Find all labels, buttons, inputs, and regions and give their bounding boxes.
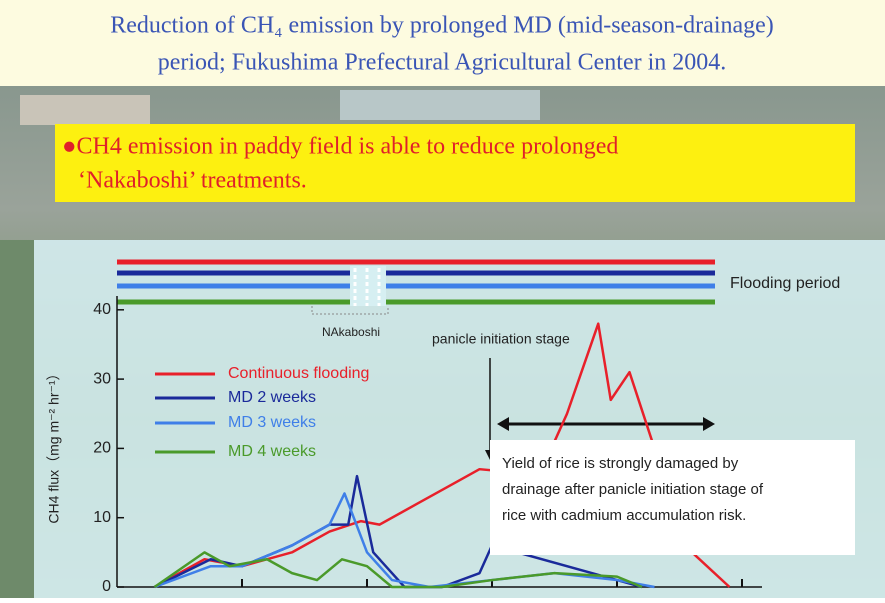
y-tick-label: 0 bbox=[102, 578, 111, 595]
note-text: Yield of rice is strongly damaged by bbox=[502, 455, 739, 472]
legend-label: Continuous flooding bbox=[228, 365, 369, 382]
bullet-text: ●CH4 emission in paddy field is able to … bbox=[62, 134, 618, 160]
greenhouse bbox=[340, 90, 540, 120]
y-axis-label: CH4 flux（mg m⁻² hr⁻¹） bbox=[46, 366, 62, 523]
y-tick-label: 10 bbox=[93, 509, 111, 526]
flooding-label: Flooding period bbox=[730, 275, 840, 292]
panicle-label: panicle initiation stage bbox=[432, 331, 570, 347]
legend-label: MD 2 weeks bbox=[228, 389, 316, 406]
note-text: rice with cadmium accumulation risk. bbox=[502, 507, 746, 524]
bullet-text: ‘Nakaboshi’ treatments. bbox=[78, 168, 307, 194]
y-tick-label: 30 bbox=[93, 370, 111, 387]
left-strip bbox=[0, 240, 34, 598]
title-line: period; Fukushima Prefectural Agricultur… bbox=[158, 50, 727, 76]
y-tick-label: 20 bbox=[93, 440, 111, 457]
nakaboshi-label: NAkaboshi bbox=[322, 325, 380, 339]
legend-label: MD 3 weeks bbox=[228, 414, 316, 431]
slide: Reduction of CH₄ emission by prolonged M… bbox=[0, 0, 885, 598]
house bbox=[20, 95, 150, 125]
title-line: Reduction of CH₄ emission by prolonged M… bbox=[110, 13, 774, 39]
y-tick-label: 40 bbox=[93, 301, 111, 318]
legend-label: MD 4 weeks bbox=[228, 443, 316, 460]
note-text: drainage after panicle initiation stage … bbox=[502, 481, 764, 498]
